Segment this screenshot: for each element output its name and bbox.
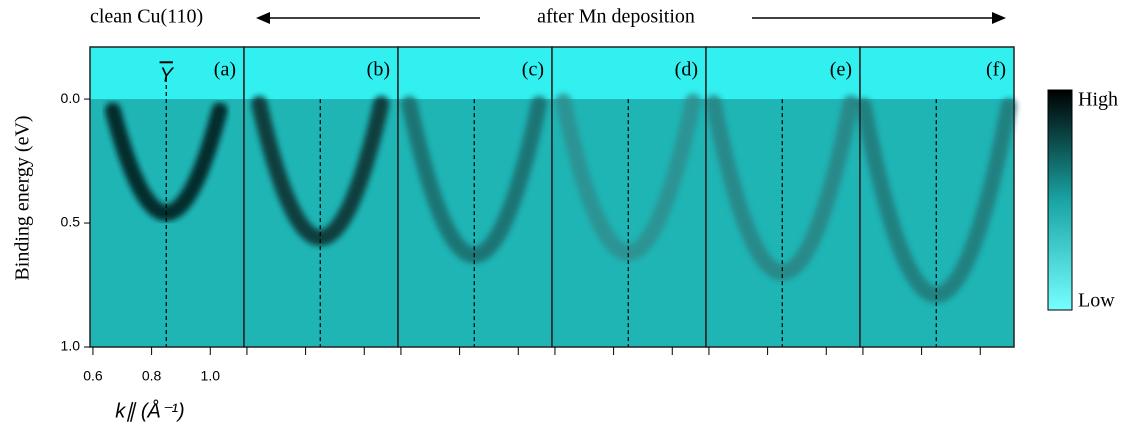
panel-label: (d) bbox=[675, 59, 698, 81]
panel-label: (a) bbox=[214, 59, 236, 81]
band bbox=[555, 93, 702, 261]
panel-frame bbox=[859, 46, 1015, 348]
x-tick-label: 0.6 bbox=[83, 368, 103, 384]
panel-label: (b) bbox=[367, 59, 390, 81]
panel-above-fermi bbox=[552, 47, 706, 100]
panel-label: (f) bbox=[986, 59, 1006, 81]
band bbox=[855, 97, 1017, 303]
panel-above-fermi bbox=[244, 47, 398, 100]
header-left: clean Cu(110) bbox=[90, 6, 203, 28]
y-tick-label: 0.5 bbox=[61, 214, 81, 230]
panel-above-fermi bbox=[860, 47, 1014, 100]
band bbox=[705, 94, 859, 281]
panel-above-fermi bbox=[706, 47, 860, 100]
panel-above-fermi bbox=[90, 47, 244, 100]
x-tick-label: 1.0 bbox=[201, 368, 221, 384]
panel-label: (e) bbox=[830, 59, 852, 81]
colorbar-low: Low bbox=[1078, 290, 1115, 312]
panel-above-fermi bbox=[398, 47, 552, 100]
y-tick-label: 1.0 bbox=[61, 338, 81, 354]
y-axis-title: Binding energy (eV) bbox=[12, 115, 34, 280]
band bbox=[251, 95, 390, 246]
y-tick-label: 0.0 bbox=[61, 90, 81, 106]
panel-label: (c) bbox=[522, 59, 544, 81]
colorbar-high: High bbox=[1078, 89, 1118, 111]
header-right: after Mn deposition bbox=[537, 6, 695, 28]
x-axis-title: k∥ (Å⁻¹) bbox=[115, 399, 184, 422]
ybar-label: Y bbox=[160, 64, 175, 86]
x-tick-label: 0.8 bbox=[142, 368, 162, 384]
colorbar bbox=[1047, 89, 1073, 311]
